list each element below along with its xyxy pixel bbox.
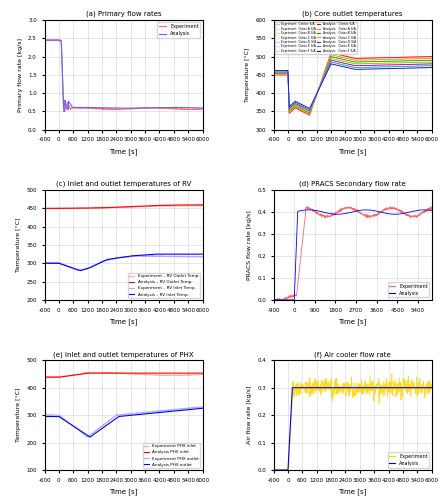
X-axis label: Time [s]: Time [s] [339, 488, 367, 495]
Y-axis label: Temperature [°C]: Temperature [°C] [245, 48, 250, 102]
Title: (d) PRACS Secondary flow rate: (d) PRACS Secondary flow rate [299, 181, 406, 188]
Title: (b) Core outlet temperatures: (b) Core outlet temperatures [303, 11, 403, 18]
X-axis label: Time [s]: Time [s] [109, 488, 138, 495]
Y-axis label: Air flow rate [kg/s]: Air flow rate [kg/s] [247, 386, 252, 444]
Y-axis label: Temperature [°C]: Temperature [°C] [16, 388, 21, 442]
Legend: Experiment PHX inlet, Analysis PHX inlet, Experiment PHX outlet, Analysis PHX ou: Experiment PHX inlet, Analysis PHX inlet… [143, 443, 200, 468]
Y-axis label: PRACS flow rate [kg/s]: PRACS flow rate [kg/s] [247, 210, 252, 280]
Legend: Experiment, Analysis: Experiment, Analysis [388, 452, 429, 468]
Legend: Experiment, Analysis: Experiment, Analysis [158, 22, 200, 38]
Title: (c) Inlet and outlet temperatures of RV: (c) Inlet and outlet temperatures of RV [56, 181, 191, 188]
Legend: Experiment – RV Outlet Temp., Analysis – RV Outlet Temp., Experiment – RV Inlet : Experiment – RV Outlet Temp., Analysis –… [128, 273, 200, 298]
Y-axis label: Temperature [°C]: Temperature [°C] [16, 218, 21, 272]
Title: (f) Air cooler flow rate: (f) Air cooler flow rate [314, 351, 391, 358]
X-axis label: Time [s]: Time [s] [339, 318, 367, 325]
Y-axis label: Primary flow rate [kg/s]: Primary flow rate [kg/s] [17, 38, 23, 112]
X-axis label: Time [s]: Time [s] [339, 148, 367, 154]
Legend: Experiment, Analysis: Experiment, Analysis [388, 282, 429, 298]
Title: (e) Inlet and outlet temperatures of PHX: (e) Inlet and outlet temperatures of PHX [53, 351, 194, 358]
X-axis label: Time [s]: Time [s] [109, 318, 138, 325]
X-axis label: Time [s]: Time [s] [109, 148, 138, 154]
Title: (a) Primary flow rates: (a) Primary flow rates [86, 11, 162, 18]
Legend: Expriment  Center S/A, Expriment  Outer-A S/A, Expriment  Outer-B S/A, Expriment: Expriment Center S/A, Expriment Outer-A … [275, 22, 356, 54]
